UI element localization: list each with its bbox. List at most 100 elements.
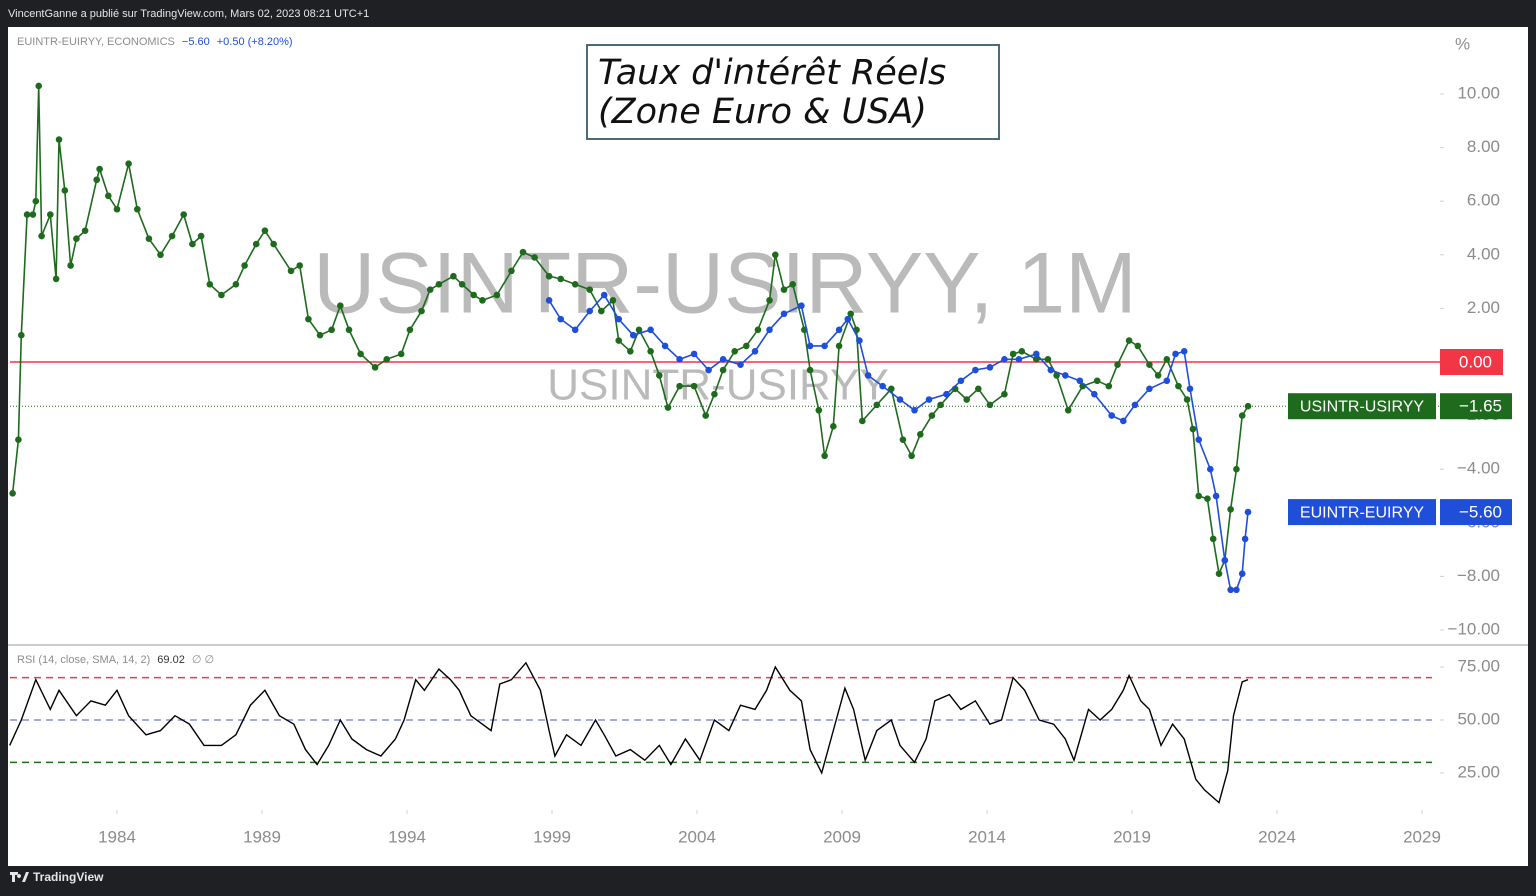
data-point (873, 401, 881, 409)
price-badge (1440, 499, 1512, 526)
logo-mark (10, 872, 29, 882)
data-point (15, 436, 22, 444)
data-point (1163, 377, 1171, 385)
data-point (815, 406, 823, 414)
data-point (1215, 570, 1223, 578)
data-point (218, 291, 225, 299)
data-point (772, 251, 779, 259)
data-point (719, 356, 727, 363)
data-point (1134, 342, 1142, 350)
data-point (67, 262, 74, 269)
data-point (479, 297, 486, 304)
data-point (168, 232, 176, 240)
data-point (406, 326, 414, 334)
data-point (661, 342, 669, 350)
data-point (1244, 508, 1252, 516)
data-point (835, 326, 843, 334)
data-point (830, 423, 837, 430)
data-point (493, 291, 501, 299)
data-point (105, 192, 112, 200)
data-point (598, 307, 605, 315)
data-point (975, 385, 982, 393)
data-point (134, 205, 141, 213)
data-point (1204, 495, 1211, 502)
data-point (925, 396, 933, 403)
data-point (1044, 356, 1052, 363)
data-point (47, 211, 54, 218)
data-point (702, 412, 710, 419)
data-point (664, 404, 672, 411)
data-point (9, 490, 16, 497)
y-tick-label: −4.00 (1457, 459, 1500, 478)
watermark-group: USINTR-USIRYY, 1M USINTR-USIRYY (313, 236, 1137, 410)
data-point (847, 310, 855, 318)
data-point (145, 235, 153, 243)
price-badge (1440, 393, 1512, 420)
x-tick-label: 1989 (243, 827, 281, 846)
data-point (986, 401, 994, 409)
data-point (899, 436, 907, 444)
data-point (1146, 385, 1153, 393)
y-tick-label: 10.00 (1457, 83, 1500, 102)
data-point (1125, 337, 1133, 344)
data-point (316, 331, 324, 339)
legend-last: −5.60 (182, 36, 210, 48)
data-point (1047, 366, 1055, 374)
zero-badge-label: 0.00 (1459, 352, 1492, 371)
data-point (586, 286, 594, 293)
data-point (766, 297, 773, 304)
data-point (270, 240, 277, 248)
data-point (458, 280, 466, 288)
data-point (189, 240, 196, 248)
rsi-line (9, 661, 1249, 804)
data-point (780, 310, 788, 318)
data-point (96, 165, 103, 173)
data-point (305, 315, 312, 323)
data-point (789, 280, 797, 288)
legend-symbol: EUINTR-EUIRYY, ECONOMICS (17, 36, 175, 48)
data-point (1108, 412, 1116, 419)
data-point (1233, 465, 1240, 473)
data-point (609, 297, 617, 304)
data-point (241, 262, 248, 269)
data-point (157, 251, 164, 259)
data-point (1064, 406, 1072, 414)
data-point (928, 412, 936, 419)
data-point (943, 390, 950, 398)
y-tick-label: 4.00 (1467, 244, 1500, 263)
data-point (1233, 586, 1240, 594)
data-point (806, 366, 814, 374)
data-point (35, 82, 43, 90)
footer-logo: TradingView (10, 870, 104, 884)
data-point (18, 331, 25, 339)
data-point (261, 227, 269, 234)
data-point (1114, 361, 1121, 368)
data-point (38, 232, 45, 240)
data-point (73, 235, 80, 243)
data-point (32, 197, 40, 205)
data-point (545, 272, 553, 280)
data-point (711, 390, 718, 398)
rsi-last: 69.02 (157, 654, 185, 666)
x-tick-label: 2029 (1403, 827, 1441, 846)
data-point (337, 302, 344, 310)
data-point (426, 286, 434, 293)
data-point (751, 347, 759, 355)
data-point (197, 232, 205, 240)
data-point (911, 406, 918, 414)
rsi-title: RSI (14, close, SMA, 14, 2) (17, 654, 150, 666)
y-tick-label: −8.00 (1457, 566, 1500, 585)
data-point (1154, 372, 1162, 379)
data-point (864, 372, 872, 379)
data-point (23, 211, 31, 218)
y-tick-label: 2.00 (1467, 298, 1500, 317)
data-point (180, 211, 188, 218)
series-name: EUINTR-EUIRYY (1300, 504, 1424, 521)
data-point (917, 431, 924, 438)
x-tick-label: 2014 (968, 827, 1006, 846)
chart-panel (8, 27, 1528, 866)
data-point (1244, 402, 1252, 410)
data-point (600, 291, 608, 299)
overlay-layer: 1984 1989 1994 1999 2004 2009 2014 2019 2024 2029… (17, 36, 1512, 846)
data-point (1241, 535, 1249, 543)
